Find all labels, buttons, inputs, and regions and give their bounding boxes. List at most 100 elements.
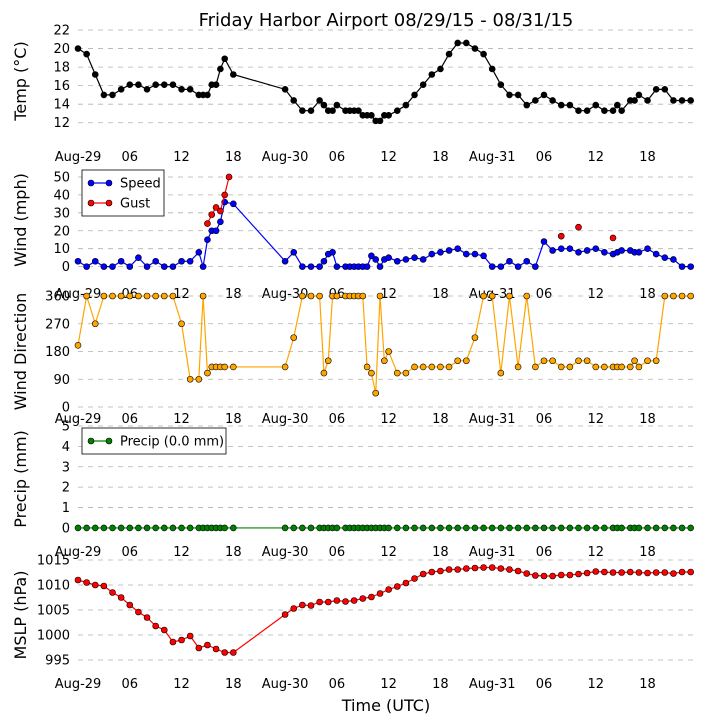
precip-data-point — [687, 524, 694, 532]
mslp-data-point — [532, 572, 539, 579]
direction-data-point — [575, 357, 582, 365]
mslp-y-tick-label: 1015 — [37, 554, 70, 569]
direction-data-point — [359, 292, 367, 300]
mslp-data-point — [204, 641, 211, 649]
wind-data-point — [601, 248, 608, 256]
precip-data-point — [471, 524, 479, 532]
direction-data-point — [83, 292, 90, 300]
precip-data-point — [100, 524, 108, 532]
wind-data-point — [661, 254, 669, 261]
wind-data-point — [635, 248, 643, 256]
mslp-data-point — [575, 570, 582, 578]
precip-data-point — [532, 524, 539, 532]
temperature-data-point — [230, 71, 237, 78]
wind-data-point — [230, 200, 237, 208]
precip-data-point — [437, 524, 444, 532]
wind-data-point — [549, 247, 556, 254]
wind-x-tick-label: 18 — [639, 287, 656, 302]
temperature-data-point — [419, 81, 427, 89]
wind-data-point — [290, 248, 298, 256]
precip-data-point — [74, 524, 82, 532]
temperature-data-point — [186, 86, 194, 93]
direction-x-tick-label: 12 — [173, 412, 190, 427]
precip-x-tick-label: 12 — [380, 545, 397, 560]
wind-data-point — [445, 247, 453, 254]
temperature-data-point — [471, 45, 479, 52]
direction-y-tick-label: 0 — [62, 401, 70, 416]
wind-data-point — [178, 257, 185, 265]
temperature-x-tick-label: 12 — [380, 150, 397, 165]
temperature-data-point — [614, 101, 621, 109]
wind-x-tick-label: Aug-29 — [55, 287, 102, 302]
precip-data-point — [281, 524, 289, 532]
temperature-y-tick-label: 18 — [53, 61, 70, 76]
temperature-data-point — [678, 97, 686, 104]
mslp-x-tick-label: 06 — [122, 677, 139, 692]
wind-data-point — [372, 256, 380, 263]
direction-data-point — [488, 292, 496, 300]
direction-data-point — [186, 375, 194, 383]
wind-data-point — [428, 250, 436, 258]
direction-data-point — [652, 357, 660, 365]
precip-data-point — [523, 524, 531, 532]
direction-data-point — [393, 369, 401, 377]
direction-data-point — [583, 357, 591, 365]
temperature-data-point — [368, 112, 375, 119]
direction-data-point — [670, 292, 677, 300]
mslp-data-point — [169, 638, 177, 646]
mslp-data-point — [644, 569, 651, 577]
precip-legend-marker — [87, 437, 95, 445]
mslp-data-point — [117, 594, 125, 601]
temperature-x-tick-label: 06 — [536, 150, 553, 165]
direction-data-point — [230, 363, 237, 371]
mslp-data-point — [488, 564, 496, 571]
temperature-data-point — [169, 81, 177, 89]
temperature-x-tick-label: Aug-29 — [55, 150, 102, 165]
temperature-data-point — [480, 50, 487, 58]
mslp-x-tick-label: 12 — [380, 677, 397, 692]
direction-x-tick-label: 18 — [639, 412, 656, 427]
precip-y-tick-label: 0 — [62, 521, 70, 536]
temperature-data-point — [402, 101, 410, 109]
precip-data-point — [463, 524, 470, 532]
wind-data-point — [506, 257, 513, 265]
wind-legend-marker — [87, 179, 95, 187]
wind-y-tick-label: 30 — [53, 206, 70, 221]
mslp-data-point — [143, 614, 151, 621]
wind-data-point — [225, 173, 233, 181]
wind-data-point — [437, 248, 444, 256]
wind-data-point — [540, 238, 548, 245]
temperature-data-point — [204, 91, 211, 99]
direction-data-point — [480, 292, 487, 300]
direction-data-point — [463, 357, 470, 365]
mslp-data-point — [661, 569, 669, 576]
precip-x-tick-label: Aug-31 — [469, 545, 516, 560]
precip-data-point — [126, 524, 134, 532]
temperature-y-tick-label: 20 — [53, 42, 70, 57]
precip-data-point — [557, 524, 565, 532]
direction-data-point — [592, 363, 600, 371]
precip-data-point — [497, 524, 505, 532]
wind-data-point — [678, 263, 686, 270]
mslp-x-tick-label: Aug-29 — [55, 677, 102, 692]
direction-data-point — [661, 292, 669, 300]
wind-data-point — [523, 257, 531, 265]
mslp-data-point — [100, 582, 108, 590]
mslp-y-tick-label: 1000 — [37, 629, 70, 644]
precip-data-point — [652, 524, 660, 532]
wind-data-point — [463, 250, 470, 258]
temperature-data-point — [463, 39, 470, 47]
precip-data-point — [143, 524, 151, 532]
precip-data-point — [109, 524, 116, 532]
wind-data-point — [329, 248, 336, 256]
wind-y-tick-label: 0 — [62, 260, 70, 275]
precip-data-point — [678, 524, 686, 532]
direction-x-tick-label: 12 — [380, 412, 397, 427]
wind-data-point — [204, 220, 211, 227]
precip-data-point — [411, 524, 418, 532]
mslp-data-point — [342, 598, 349, 605]
wind-data-point — [333, 263, 341, 270]
mslp-data-point — [212, 645, 220, 653]
direction-data-point — [126, 292, 134, 300]
wind-data-point — [143, 263, 151, 270]
